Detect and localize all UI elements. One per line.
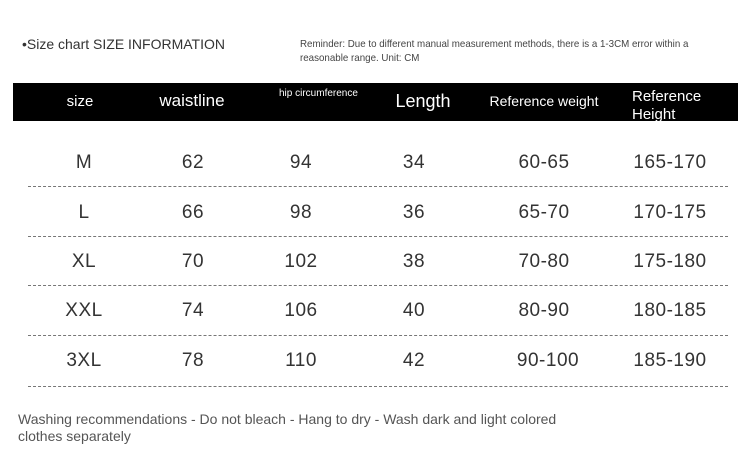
- cell-weight: 60-65: [518, 152, 570, 173]
- cell-size: XXL: [65, 300, 103, 321]
- header-hip: hip circumference: [279, 88, 358, 99]
- cell-hip: 106: [284, 300, 318, 321]
- cell-height: 170-175: [633, 202, 707, 223]
- cell-weight: 65-70: [518, 202, 570, 223]
- header-waistline: waistline: [159, 91, 225, 110]
- table-row: M 62 94 34 60-65 165-170: [0, 152, 750, 182]
- row-divider: [28, 186, 728, 187]
- cell-hip: 110: [285, 350, 317, 371]
- table-row: XXL 74 106 40 80-90 180-185: [0, 300, 750, 330]
- header-height: Reference Height: [632, 88, 702, 121]
- cell-length: 42: [402, 350, 426, 371]
- cell-waist: 74: [181, 300, 205, 321]
- cell-length: 40: [402, 300, 426, 321]
- washing-recommendations: Washing recommendations - Do not bleach …: [18, 411, 557, 444]
- cell-hip: 102: [284, 251, 318, 272]
- cell-waist: 78: [181, 350, 205, 371]
- cell-weight: 80-90: [518, 300, 570, 321]
- row-divider: [28, 236, 728, 237]
- header-weight: Reference weight: [489, 93, 599, 109]
- cell-size: 3XL: [66, 350, 102, 371]
- cell-height: 165-170: [633, 152, 707, 173]
- cell-size: M: [75, 152, 93, 173]
- table-row: 3XL 78 110 42 90-100 185-190: [0, 350, 750, 380]
- cell-waist: 62: [181, 152, 205, 173]
- cell-hip: 94: [289, 152, 313, 173]
- cell-length: 38: [402, 251, 426, 272]
- cell-size: L: [78, 202, 90, 223]
- cell-waist: 66: [181, 202, 205, 223]
- chart-title: •Size chart SIZE INFORMATION: [22, 36, 225, 52]
- row-divider: [28, 386, 728, 387]
- header-length: Length: [395, 91, 451, 111]
- table-row: XL 70 102 38 70-80 175-180: [0, 251, 750, 281]
- cell-length: 34: [402, 152, 426, 173]
- table-row: L 66 98 36 65-70 170-175: [0, 202, 750, 232]
- cell-weight: 90-100: [516, 350, 580, 371]
- header-size: size: [66, 93, 94, 110]
- cell-size: XL: [71, 251, 97, 272]
- cell-height: 185-190: [633, 350, 707, 371]
- cell-height: 175-180: [633, 251, 707, 272]
- cell-weight: 70-80: [518, 251, 570, 272]
- cell-length: 36: [402, 202, 426, 223]
- reminder-note: Reminder: Due to different manual measur…: [300, 38, 689, 64]
- row-divider: [28, 285, 728, 286]
- cell-height: 180-185: [633, 300, 707, 321]
- cell-waist: 70: [181, 251, 205, 272]
- row-divider: [28, 335, 728, 336]
- table-header: size waistline hip circumference Length …: [13, 83, 738, 121]
- cell-hip: 98: [289, 202, 313, 223]
